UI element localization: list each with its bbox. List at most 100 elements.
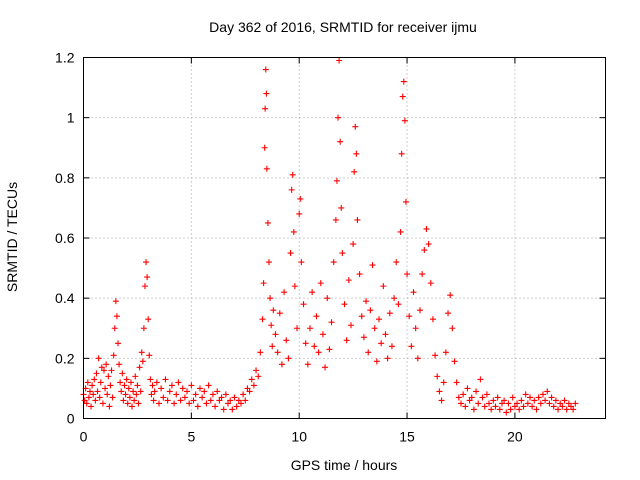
- data-point: [162, 376, 169, 383]
- data-point: [516, 406, 523, 413]
- data-point: [414, 355, 421, 362]
- data-point: [139, 358, 146, 365]
- data-point: [129, 403, 136, 410]
- data-point: [130, 388, 137, 395]
- data-point: [317, 280, 324, 287]
- data-point: [105, 373, 112, 380]
- data-point: [205, 382, 212, 389]
- data-point: [289, 171, 296, 178]
- data-point: [86, 388, 93, 395]
- data-point: [203, 400, 210, 407]
- data-point: [125, 385, 132, 392]
- data-point: [199, 394, 206, 401]
- data-point: [410, 289, 417, 296]
- data-point: [330, 259, 337, 266]
- data-point: [96, 394, 103, 401]
- data-points: [80, 57, 579, 416]
- data-point: [276, 310, 283, 317]
- data-point: [93, 370, 100, 377]
- data-point: [378, 340, 385, 347]
- data-point: [416, 307, 423, 314]
- data-point: [341, 301, 348, 308]
- data-point: [462, 403, 469, 410]
- data-point: [109, 394, 116, 401]
- data-point: [498, 400, 505, 407]
- data-point: [179, 385, 186, 392]
- data-point: [270, 307, 277, 314]
- data-point: [207, 397, 214, 404]
- data-point: [363, 298, 370, 305]
- data-point: [539, 391, 546, 398]
- data-point: [490, 397, 497, 404]
- data-point: [297, 195, 304, 202]
- data-point: [425, 241, 432, 248]
- data-point: [287, 250, 294, 257]
- data-point: [259, 316, 266, 323]
- data-point: [146, 352, 153, 359]
- data-point: [298, 259, 305, 266]
- data-point: [322, 364, 329, 371]
- data-point: [434, 373, 441, 380]
- data-point: [382, 331, 389, 338]
- data-point: [151, 388, 158, 395]
- data-point: [455, 394, 462, 401]
- data-point: [149, 382, 156, 389]
- data-point: [145, 316, 152, 323]
- data-point: [97, 379, 104, 386]
- data-point: [388, 343, 395, 350]
- data-point: [124, 400, 131, 407]
- data-point: [100, 367, 107, 374]
- data-point: [173, 391, 180, 398]
- data-point: [158, 385, 165, 392]
- data-point: [283, 337, 290, 344]
- data-point: [255, 373, 262, 380]
- data-point: [285, 355, 292, 362]
- data-point: [563, 406, 570, 413]
- data-point: [509, 394, 516, 401]
- data-point: [90, 391, 97, 398]
- data-point: [529, 403, 536, 410]
- data-point: [332, 216, 339, 223]
- data-point: [250, 382, 257, 389]
- data-point: [300, 301, 307, 308]
- data-point: [351, 168, 358, 175]
- data-point: [429, 316, 436, 323]
- data-point: [483, 391, 490, 398]
- data-point: [438, 397, 445, 404]
- data-point: [212, 403, 219, 410]
- data-point: [559, 403, 566, 410]
- data-point: [399, 93, 406, 100]
- data-point: [337, 138, 344, 145]
- data-point: [290, 228, 297, 235]
- data-point: [140, 325, 147, 332]
- data-point: [108, 367, 115, 374]
- data-point: [269, 343, 276, 350]
- data-point: [91, 376, 98, 383]
- data-point: [168, 382, 175, 389]
- data-point: [209, 391, 216, 398]
- data-point: [400, 78, 407, 85]
- data-point: [496, 406, 503, 413]
- data-point: [442, 349, 449, 356]
- data-point: [177, 397, 184, 404]
- axis-ticks: 0 0.2 0.4 0.6 0.8 1 1.2 0 5 10 15 20: [55, 50, 606, 445]
- data-point: [95, 355, 102, 362]
- data-point: [550, 403, 557, 410]
- data-point: [214, 388, 221, 395]
- data-point: [460, 391, 467, 398]
- data-point: [335, 114, 342, 121]
- data-point: [85, 394, 92, 401]
- data-point: [365, 349, 372, 356]
- data-point: [306, 325, 313, 332]
- data-point: [294, 325, 301, 332]
- data-point: [537, 400, 544, 407]
- y-axis-label: SRMTID / TECUs: [4, 182, 20, 292]
- data-point: [522, 391, 529, 398]
- data-point: [92, 397, 99, 404]
- data-point: [527, 394, 534, 401]
- data-point: [103, 361, 110, 368]
- data-point: [546, 400, 553, 407]
- data-point: [111, 325, 118, 332]
- data-point: [565, 400, 572, 407]
